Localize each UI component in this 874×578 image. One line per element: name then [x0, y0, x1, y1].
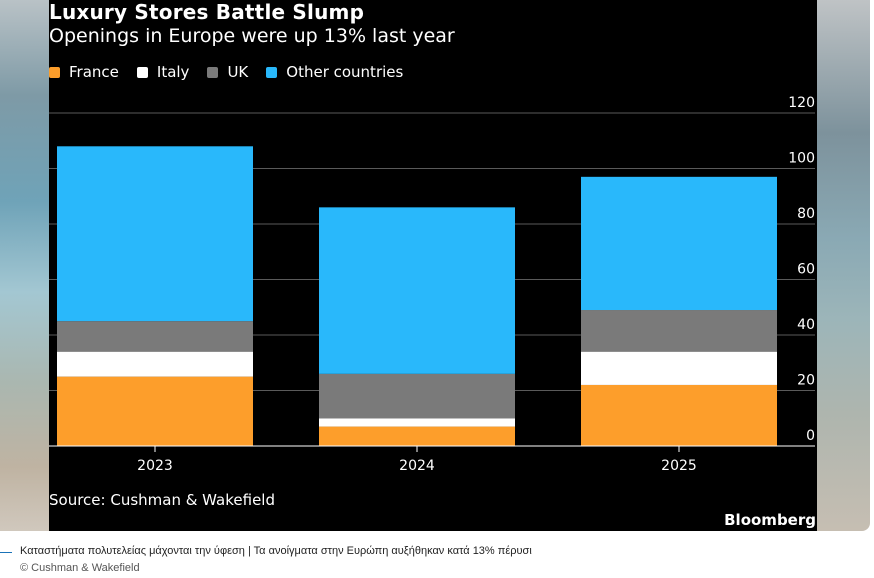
legend-label-uk: UK	[227, 63, 249, 81]
background-left	[0, 0, 49, 531]
source-note: Source: Cushman & Wakefield	[49, 491, 275, 509]
legend-item-italy: Italy	[136, 63, 190, 81]
background-right	[817, 0, 870, 531]
legend-item-other-countries: Other countries	[266, 63, 403, 81]
legend: France Italy UK Other countries	[49, 62, 421, 82]
bar-2024-france	[319, 426, 515, 446]
bar-2025-france	[581, 384, 777, 446]
legend-swatch-uk	[207, 66, 219, 78]
y-tick-label-40: 40	[797, 317, 815, 333]
y-tick-label-120: 120	[788, 95, 815, 111]
bar-2025-italy	[581, 351, 777, 385]
bar-2023-other-countries	[57, 146, 253, 322]
legend-swatch-italy	[136, 66, 148, 78]
image-caption: Καταστήματα πολυτελείας μάχονται την ύφε…	[20, 545, 532, 557]
chart-subtitle: Openings in Europe were up 13% last year	[49, 25, 455, 47]
legend-label-italy: Italy	[156, 63, 190, 81]
bar-2023-uk	[57, 321, 253, 352]
y-tick-label-100: 100	[788, 151, 815, 167]
x-tick-label-2025: 2025	[661, 458, 697, 474]
y-tick-label-20: 20	[797, 373, 815, 389]
bar-2024-other-countries	[319, 207, 515, 374]
legend-swatch-other-countries	[266, 66, 278, 78]
bar-2023-italy	[57, 351, 253, 377]
y-tick-label-60: 60	[797, 262, 815, 278]
caption-accent-dash	[0, 552, 12, 553]
x-tick-label-2024: 2024	[399, 458, 435, 474]
legend-item-france: France	[49, 63, 119, 81]
bloomberg-logo: Bloomberg	[724, 511, 816, 529]
legend-label-other-countries: Other countries	[286, 63, 404, 81]
legend-swatch-france	[49, 66, 60, 78]
chart-title: Luxury Stores Battle Slump	[49, 0, 365, 24]
bar-2025-other-countries	[581, 176, 777, 311]
bars	[57, 146, 777, 446]
bar-2025-uk	[581, 310, 777, 352]
y-tick-label-0: 0	[806, 428, 815, 444]
bar-2024-italy	[319, 418, 515, 427]
y-tick-label-80: 80	[797, 206, 815, 222]
image-credit: © Cushman & Wakefield	[20, 562, 140, 574]
legend-item-uk: UK	[207, 63, 248, 81]
axes: 0 20 40 60 80 100 120 2023 2024 2025	[49, 95, 815, 474]
x-tick-label-2023: 2023	[137, 458, 173, 474]
bar-2023-france	[57, 376, 253, 446]
bar-2024-uk	[319, 373, 515, 419]
legend-label-france: France	[69, 63, 119, 81]
